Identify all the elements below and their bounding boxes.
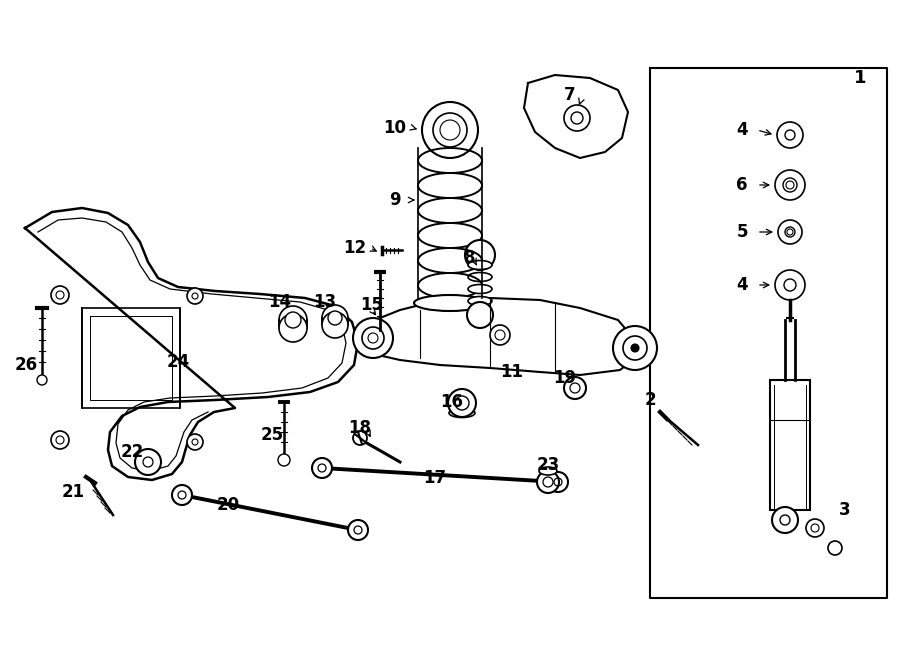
Text: 19: 19 <box>554 369 577 387</box>
Text: 21: 21 <box>61 483 85 501</box>
Circle shape <box>322 312 348 338</box>
Ellipse shape <box>449 408 475 418</box>
Text: 8: 8 <box>464 249 476 267</box>
Circle shape <box>548 472 568 492</box>
Ellipse shape <box>468 284 492 293</box>
Circle shape <box>564 105 590 131</box>
Circle shape <box>778 220 802 244</box>
Circle shape <box>279 306 307 334</box>
Text: 14: 14 <box>268 293 292 311</box>
Circle shape <box>187 434 203 450</box>
Text: 2: 2 <box>644 391 656 409</box>
Text: 11: 11 <box>500 363 524 381</box>
Polygon shape <box>524 75 628 158</box>
Circle shape <box>422 102 478 158</box>
Ellipse shape <box>539 467 557 475</box>
Circle shape <box>279 314 307 342</box>
Circle shape <box>172 485 192 505</box>
Ellipse shape <box>468 297 492 305</box>
Text: 22: 22 <box>121 443 144 461</box>
Circle shape <box>467 302 493 328</box>
Circle shape <box>328 311 342 325</box>
Circle shape <box>465 240 495 270</box>
Text: 9: 9 <box>389 191 400 209</box>
Circle shape <box>806 519 824 537</box>
Text: 16: 16 <box>440 393 464 411</box>
Text: 6: 6 <box>736 176 748 194</box>
Text: 1: 1 <box>854 69 866 87</box>
Circle shape <box>362 327 384 349</box>
Ellipse shape <box>468 260 492 270</box>
Polygon shape <box>82 308 180 408</box>
Circle shape <box>353 431 367 445</box>
Text: 15: 15 <box>361 296 383 314</box>
Polygon shape <box>25 208 358 480</box>
Ellipse shape <box>468 272 492 282</box>
Circle shape <box>564 377 586 399</box>
Ellipse shape <box>414 295 486 311</box>
Circle shape <box>51 431 69 449</box>
Text: 17: 17 <box>423 469 446 487</box>
Text: 5: 5 <box>736 223 748 241</box>
Circle shape <box>348 520 368 540</box>
Circle shape <box>775 270 805 300</box>
Circle shape <box>490 325 510 345</box>
Circle shape <box>537 471 559 493</box>
Circle shape <box>312 458 332 478</box>
Circle shape <box>51 286 69 304</box>
Text: 10: 10 <box>383 119 407 137</box>
Circle shape <box>433 113 467 147</box>
Text: 26: 26 <box>14 356 38 374</box>
Text: 12: 12 <box>344 239 366 257</box>
Circle shape <box>777 122 803 148</box>
Text: 7: 7 <box>564 86 576 104</box>
Bar <box>770 380 810 510</box>
Text: 3: 3 <box>839 501 850 519</box>
Circle shape <box>448 389 476 417</box>
Text: 24: 24 <box>166 353 190 371</box>
Circle shape <box>613 326 657 370</box>
Text: 23: 23 <box>536 456 560 474</box>
Circle shape <box>285 312 301 328</box>
Circle shape <box>785 227 795 237</box>
Circle shape <box>322 305 348 331</box>
Circle shape <box>828 541 842 555</box>
Circle shape <box>783 178 797 192</box>
Circle shape <box>775 170 805 200</box>
Text: 4: 4 <box>736 121 748 139</box>
Text: 25: 25 <box>260 426 284 444</box>
Polygon shape <box>370 298 635 375</box>
Text: 20: 20 <box>216 496 239 514</box>
Circle shape <box>631 344 639 352</box>
Circle shape <box>135 449 161 475</box>
Text: 4: 4 <box>736 276 748 294</box>
Text: 18: 18 <box>348 419 372 437</box>
Circle shape <box>278 454 290 466</box>
Circle shape <box>353 318 393 358</box>
Circle shape <box>772 507 798 533</box>
Circle shape <box>187 288 203 304</box>
Circle shape <box>37 375 47 385</box>
Text: 13: 13 <box>313 293 337 311</box>
Polygon shape <box>650 68 887 598</box>
